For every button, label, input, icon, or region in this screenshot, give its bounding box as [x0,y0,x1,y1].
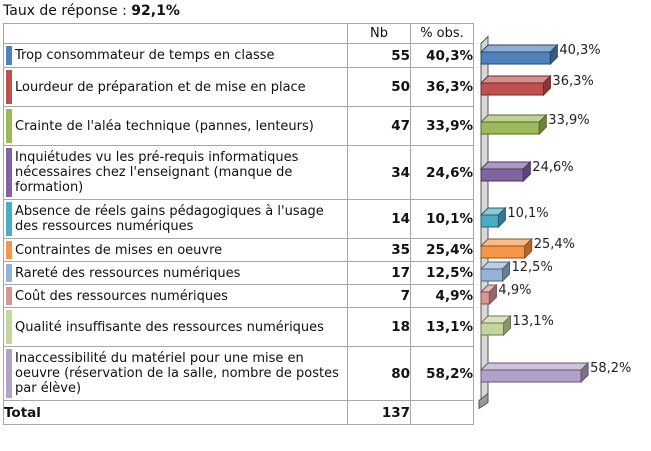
category-label: Inaccessibilité du matériel pour une mis… [15,351,339,396]
table-row: Crainte de l'aléa technique (pannes, len… [3,106,474,146]
legend-swatch [6,70,12,104]
percent-cell: 36,3% [410,67,474,107]
results-table: Nb % obs. Trop consommateur de temps en … [3,23,474,425]
category-label: Absence de réels gains pédagogiques à l'… [15,204,324,234]
category-cell: Inquiétudes vu les pré-requis informatiq… [3,145,348,200]
legend-swatch [6,264,12,282]
table-row: Inaccessibilité du matériel pour une mis… [3,346,474,401]
percent-cell: 24,6% [410,145,474,200]
count-cell: 80 [347,346,411,401]
axis-base [478,392,489,410]
bar [479,74,552,97]
category-label: Lourdeur de préparation et de mise en pl… [15,79,306,95]
count-cell: 34 [347,145,411,200]
legend-swatch [6,287,12,305]
table-row: Absence de réels gains pédagogiques à l'… [3,199,474,239]
bar [479,113,548,136]
percent-cell: 13,1% [410,307,474,347]
category-label: Coût des ressources numériques [15,288,228,304]
percent-cell: 33,9% [410,106,474,146]
count-cell: 18 [347,307,411,347]
response-rate-label: Taux de réponse : [3,3,127,19]
percent-cell: 10,1% [410,199,474,239]
data-label: 40,3% [559,43,600,58]
data-label: 13,1% [513,314,554,329]
data-label: 10,1% [507,206,548,221]
data-label: 25,4% [534,237,575,252]
category-label: Contraintes de mises en oeuvre [15,242,223,258]
total-pct-empty [410,400,474,425]
table-row: Lourdeur de préparation et de mise en pl… [3,67,474,107]
header-pct-obs: % obs. [410,23,474,44]
response-rate: Taux de réponse : 92,1% [3,2,180,20]
data-label: 36,3% [552,74,593,89]
category-label: Trop consommateur de temps en classe [15,48,275,63]
header-nb: Nb [347,23,411,44]
category-cell: Contraintes de mises en oeuvre [3,238,348,262]
data-label: 12,5% [512,260,553,275]
legend-swatch [6,202,12,236]
percent-cell: 25,4% [410,238,474,262]
legend-swatch [6,349,12,398]
legend-swatch [6,148,12,197]
bar [479,260,511,283]
legend-swatch [6,109,12,143]
count-cell: 7 [347,284,411,308]
bar [479,283,498,306]
total-label: Total [3,400,348,425]
data-label: 4,9% [498,283,531,298]
category-cell: Absence de réels gains pédagogiques à l'… [3,199,348,239]
bar [479,43,559,66]
category-label: Qualité insuffisante des ressources numé… [15,319,324,335]
category-label: Inquiétudes vu les pré-requis informatiq… [15,150,299,195]
table-row: Qualité insuffisante des ressources numé… [3,307,474,347]
legend-swatch [6,241,12,259]
bar [479,361,590,384]
response-rate-value: 92,1% [131,3,180,19]
category-cell: Crainte de l'aléa technique (pannes, len… [3,106,348,146]
category-label: Rareté des ressources numériques [15,265,241,281]
data-label: 24,6% [532,160,573,175]
count-cell: 14 [347,199,411,239]
bar [479,314,512,337]
table-row: Coût des ressources numériques 7 4,9% [3,284,474,308]
percent-cell: 12,5% [410,261,474,285]
legend-swatch [6,46,12,65]
bar [479,160,532,183]
percent-cell: 58,2% [410,346,474,401]
legend-swatch [6,310,12,344]
data-label: 58,2% [590,361,631,376]
total-row: Total 137 [3,400,474,425]
category-label: Crainte de l'aléa technique (pannes, len… [15,118,314,134]
data-label: 33,9% [548,113,589,128]
table-row: Inquiétudes vu les pré-requis informatiq… [3,145,474,200]
bar [479,237,533,260]
category-cell: Inaccessibilité du matériel pour une mis… [3,346,348,401]
category-cell: Lourdeur de préparation et de mise en pl… [3,67,348,107]
bar [479,206,507,229]
total-value: 137 [347,400,411,425]
category-cell: Coût des ressources numériques [3,284,348,308]
category-cell: Qualité insuffisante des ressources numé… [3,307,348,347]
